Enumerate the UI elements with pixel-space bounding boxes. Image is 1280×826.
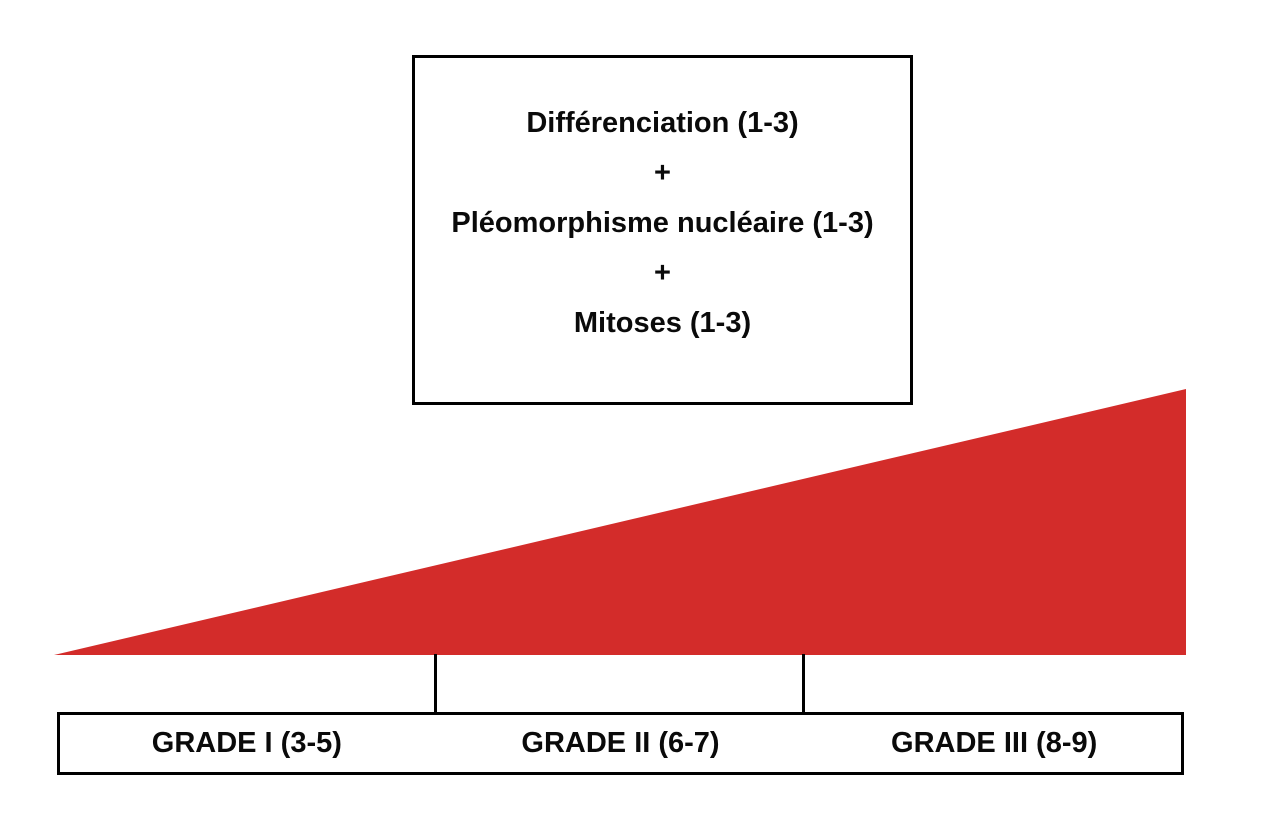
grade-section-2: GRADE II (6-7): [434, 715, 808, 772]
grade-divider-tick-2: [802, 654, 805, 712]
plus-sign: +: [654, 157, 671, 189]
grade-2-label: GRADE II (6-7): [521, 727, 720, 759]
grade-1-label: GRADE I (3-5): [151, 727, 342, 759]
score-line-nuclear-pleomorphism: Pléomorphisme nucléaire (1-3): [451, 207, 874, 239]
score-box: Différenciation (1-3) + Pléomorphisme nu…: [412, 55, 913, 405]
score-line-mitoses: Mitoses (1-3): [573, 307, 752, 339]
grade-section-1: GRADE I (3-5): [60, 715, 434, 772]
grade-section-3: GRADE III (8-9): [807, 715, 1181, 772]
grade-bar: GRADE I (3-5) GRADE II (6-7) GRADE III (…: [57, 712, 1184, 775]
grade-divider-tick-1: [434, 654, 437, 712]
score-line-differentiation: Différenciation (1-3): [526, 107, 799, 139]
plus-sign: +: [654, 257, 671, 289]
severity-wedge-triangle: [54, 389, 1186, 655]
grade-3-label: GRADE III (8-9): [891, 727, 1098, 759]
